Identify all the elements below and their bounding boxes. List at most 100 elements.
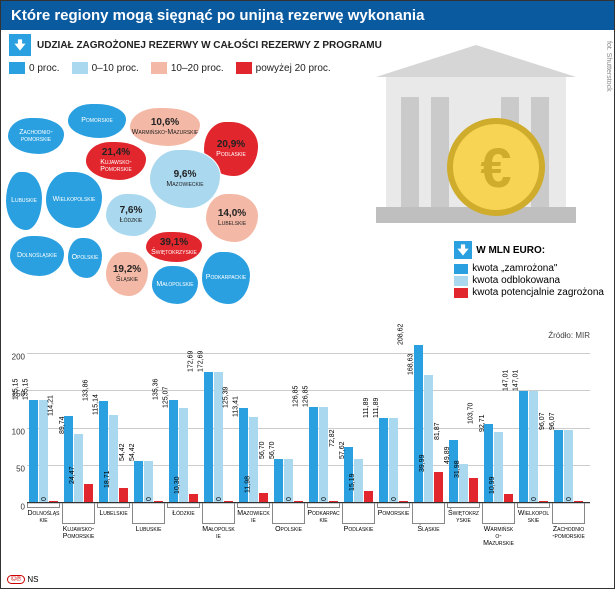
x-label: Świętokrzyskie [447, 503, 480, 524]
bar: 172,69 [204, 372, 213, 502]
map-legend-item: 10–20 proc. [151, 62, 224, 74]
region-pomorskie: Pomorskie [67, 103, 127, 139]
bar: 24,47 [84, 484, 93, 502]
bar: 0 [574, 501, 583, 502]
bar-group: 81,8749,8931,98 [447, 345, 480, 502]
region-dolno-l-skie: Dolnośląskie [9, 235, 65, 277]
bar: 126,85 [309, 407, 318, 502]
footer: ©℗ NS [7, 575, 38, 584]
chart-legend-item: kwota „zamrożona" [454, 263, 604, 274]
region-zachodnio-pomorskie: Zachodnio-pomorskie [7, 117, 65, 155]
x-label: Warmińsko-Mazurskie [482, 519, 515, 547]
chart-legend-items: kwota „zamrożona"kwota odblokowanakwota … [454, 263, 604, 298]
bar: 96,07 [554, 430, 563, 502]
x-label: Podlaskie [342, 519, 375, 533]
bar-group: 135,36125,0710,30 [167, 345, 200, 502]
x-label: Opolskie [272, 519, 305, 533]
map-legend-item: powyżej 20 proc. [236, 62, 331, 74]
bar-group: 72,8257,6215,19 [342, 345, 375, 502]
bar-group: 96,0796,070 [552, 345, 585, 502]
bar: 11,98 [259, 493, 268, 502]
bar: 54,42 [144, 461, 153, 502]
region-podkarpackie: Podkarpackie [201, 251, 251, 305]
bar: 111,89 [389, 418, 398, 502]
bar: 0 [154, 501, 163, 502]
bar: 15,19 [364, 491, 373, 502]
x-label: Małopolskie [202, 519, 235, 540]
x-labels: DolnośląskieKujawsko-PomorskieLubelskieL… [27, 503, 590, 547]
map-legend-item: 0–10 proc. [72, 62, 139, 74]
bar: 56,70 [274, 459, 283, 502]
region-kujawsko-pomorskie: 21,4%Kujawsko-Pomorskie [85, 141, 147, 181]
svg-text:€: € [480, 136, 511, 199]
chart-legend: W MLN EURO: kwota „zamrożona"kwota odblo… [454, 241, 604, 299]
region-lubuskie: Lubuskie [5, 171, 43, 231]
x-label: Mazowieckie [237, 503, 270, 524]
bar: 0 [399, 501, 408, 502]
bar: 10,30 [189, 494, 198, 502]
x-label: Pomorskie [377, 503, 410, 517]
infographic-container: Które regiony mogą sięgnąć po unijną rez… [0, 0, 615, 589]
bar: 135,15 [29, 400, 38, 502]
region-lubelskie: 14,0%Lubelskie [205, 193, 259, 243]
x-label: Kujawsko-Pomorskie [62, 519, 95, 540]
bar: 0 [329, 501, 338, 502]
chart-legend-item: kwota odblokowana [454, 275, 604, 286]
region-wielkopolskie: Wielkopolskie [45, 171, 103, 229]
x-label: Podkarpackie [307, 503, 340, 524]
bar-group: 56,7056,700 [272, 345, 305, 502]
x-label: Lubuskie [132, 519, 165, 533]
arrow-down-icon [9, 34, 31, 56]
region--dzkie: 7,6%Łódzkie [105, 193, 157, 237]
bar: 208,62 [414, 345, 423, 502]
x-label: Wielkopolskie [517, 503, 550, 524]
bar: 126,85 [319, 407, 328, 502]
bar-chart: Źródło: MIR 050100150200 135,15135,15011… [7, 331, 590, 546]
bar: 0 [294, 501, 303, 502]
bar: 0 [49, 501, 58, 502]
bar: 39,99 [434, 472, 443, 502]
photo-credit: fot. Shutterstock [605, 41, 612, 92]
footer-ns: NS [27, 575, 38, 584]
region--wi-tokrzyskie: 39,1%Świętokrzyskie [145, 231, 203, 263]
x-label: Zachodnio-pomorskie [552, 519, 585, 540]
bar-group: 125,39113,4111,98 [237, 345, 270, 502]
bar-group: 133,86115,1418,71 [97, 345, 130, 502]
bar: 54,42 [134, 461, 143, 502]
bar-group: 172,69172,690 [202, 345, 235, 502]
region-warmi-sko-mazurskie: 10,6%Warmińsko-Mazurskie [129, 107, 201, 147]
chart-legend-item: kwota potencjalnie zagrożona [454, 287, 604, 298]
bar-group: 114,2189,7424,47 [62, 345, 95, 502]
chart-legend-header: W MLN EURO: [476, 245, 545, 256]
x-label: Łódzkie [167, 503, 200, 517]
chart-source: Źródło: MIR [548, 331, 590, 340]
bar-group: 111,89111,890 [377, 345, 410, 502]
map-legend-item: 0 proc. [9, 62, 60, 74]
euro-building-illustration: € [346, 37, 606, 237]
bar: 0 [539, 501, 548, 502]
bar: 168,63 [424, 375, 433, 502]
bar: 111,89 [379, 418, 388, 502]
x-label: Dolnośląskie [27, 503, 60, 524]
bar: 115,14 [109, 415, 118, 502]
bar: 31,98 [469, 478, 478, 502]
subtitle: Udział zagrożonej rezerwy w całości reze… [37, 40, 382, 51]
bar-group: 54,4254,420 [132, 345, 165, 502]
poland-map: Zachodnio-pomorskiePomorskie10,6%Warmińs… [5, 101, 345, 321]
bar: 18,71 [119, 488, 128, 502]
x-label: Śląskie [412, 519, 445, 533]
title-bar: Które regiony mogą sięgnąć po unijną rez… [1, 1, 614, 30]
plot-area: 135,15135,150114,2189,7424,47133,86115,1… [27, 345, 590, 503]
bar-group: 135,15135,150 [27, 345, 60, 502]
region-opolskie: Opolskie [67, 237, 103, 279]
x-label: Lubelskie [97, 503, 130, 517]
region-ma-opolskie: Małopolskie [151, 265, 199, 305]
region--l-skie: 19,2%Śląskie [105, 251, 149, 297]
arrow-down-icon [454, 241, 472, 259]
y-axis: 050100150200 [7, 345, 27, 503]
bar: 56,70 [284, 459, 293, 502]
bar-group: 103,7092,7110,99 [482, 345, 515, 502]
bar: 147,01 [529, 391, 538, 502]
bar: 147,01 [519, 391, 528, 502]
bar-group: 126,85126,850 [307, 345, 340, 502]
